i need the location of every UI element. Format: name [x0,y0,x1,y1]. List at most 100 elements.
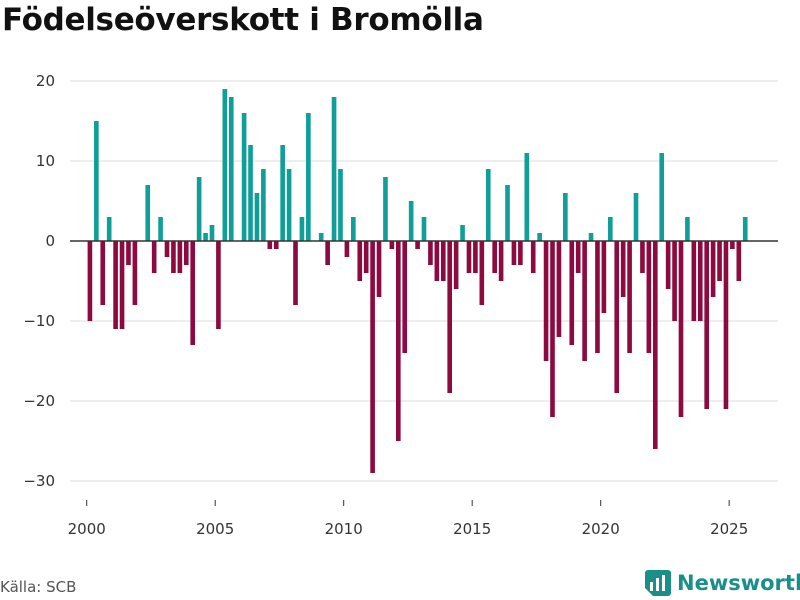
bar [351,217,356,241]
bar [620,241,626,297]
bar [717,241,722,281]
y-tick-label: −10 [23,312,55,330]
bar [376,241,382,297]
bar [460,225,465,241]
bar [100,241,106,305]
bar [447,241,453,393]
bar [383,177,388,241]
y-tick-label: −20 [23,392,55,410]
bar [338,169,343,241]
newsworthy-logo-icon [645,570,671,596]
bar [685,217,690,241]
bar [331,97,337,241]
bar [652,241,658,449]
chart-title: Födelseöverskott i Bromölla [2,2,484,38]
bar [428,241,433,265]
bar [196,177,202,241]
x-tick-label: 2025 [710,520,748,538]
brand-name: Newsworthy [677,571,800,595]
bar [357,241,363,281]
bar [177,241,183,273]
bar [299,217,305,241]
bar [267,241,273,249]
y-tick-label: 0 [45,232,55,250]
bar [646,241,652,353]
bars [87,89,748,473]
brand-logo: Newsworthy [645,570,800,596]
bar [363,241,369,273]
bar [434,241,440,281]
bar [203,233,208,241]
bar [479,241,485,305]
bar [216,241,221,329]
bar [248,145,253,241]
bar [325,241,330,265]
bar [473,241,478,273]
bar [370,241,375,473]
bar [543,241,549,361]
bar [518,241,523,265]
gridlines [70,80,778,482]
bar [505,185,510,241]
bar [306,113,311,241]
bar [190,241,196,345]
bar [183,241,189,265]
bar [241,113,247,241]
bar [132,241,138,305]
y-tick-label: 20 [36,72,55,90]
bar [106,217,112,241]
x-tick-label: 2015 [453,520,491,538]
bar [691,241,697,321]
bar [640,241,645,273]
x-tick-label: 2020 [582,520,620,538]
source-label: Källa: SCB [0,578,77,596]
x-tick-label: 2010 [325,520,363,538]
bar [293,241,298,305]
bar [730,241,735,249]
bar [440,241,446,281]
y-axis-ticks: −30 −20 −10 0 10 20 [23,72,55,490]
bar [421,217,427,241]
bar [254,193,260,241]
bar [164,241,170,257]
bar [318,233,324,241]
bar [286,169,292,241]
bar [395,241,401,441]
bar [672,241,677,321]
bar [736,241,742,281]
bar [158,217,163,241]
bar [563,193,568,241]
bar [228,97,234,241]
bar [344,241,350,257]
x-tick-label: 2000 [68,520,106,538]
bar [453,241,459,289]
bar [601,241,607,313]
bar [492,241,497,273]
bar [582,241,587,361]
bar [222,89,228,241]
bar [742,217,748,241]
bar [659,153,665,241]
bar [697,241,703,321]
bar [209,225,215,241]
bar [261,169,266,241]
bar [511,241,517,265]
bar [389,241,395,249]
bar [537,233,542,241]
bar [614,241,620,393]
y-tick-label: −30 [23,472,55,490]
bar [595,241,600,353]
bar [171,241,176,273]
bar [498,241,504,281]
bar [633,193,639,241]
bar [575,241,581,273]
x-tick-label: 2005 [196,520,234,538]
bar [126,241,131,265]
bar [280,145,285,241]
bar [402,241,408,353]
bar [151,241,157,273]
bar [408,201,414,241]
bar [485,169,491,241]
bar [524,153,530,241]
